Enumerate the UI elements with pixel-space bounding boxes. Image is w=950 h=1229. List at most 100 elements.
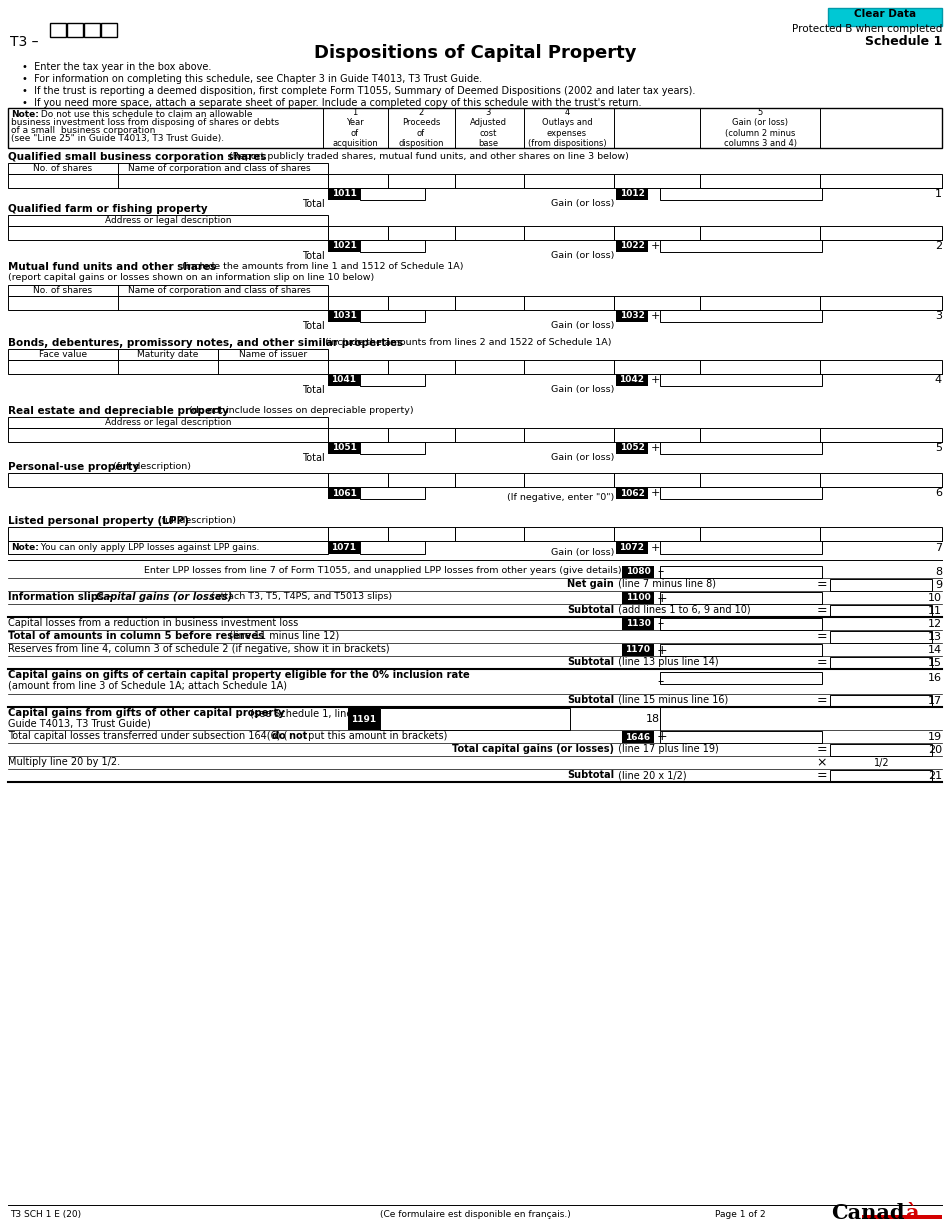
Text: Subtotal: Subtotal (567, 696, 614, 705)
Text: 1051: 1051 (332, 444, 356, 452)
Text: Subtotal: Subtotal (567, 605, 614, 614)
Text: Gain (or loss): Gain (or loss) (551, 548, 614, 557)
Bar (388, 473, 455, 487)
Bar (830, 696, 932, 707)
Text: 9: 9 (935, 580, 942, 590)
Bar (328, 226, 388, 240)
Bar (8, 215, 328, 226)
Text: Schedule 1: Schedule 1 (864, 34, 942, 48)
Bar (8, 349, 118, 360)
Text: 2: 2 (935, 241, 942, 251)
Text: Total: Total (302, 321, 325, 331)
Bar (700, 360, 820, 374)
Text: =: = (817, 630, 827, 644)
Bar (622, 731, 654, 744)
Text: Gain (or loss): Gain (or loss) (551, 251, 614, 261)
Bar (388, 175, 455, 188)
Text: You can only apply LPP losses against LPP gains.: You can only apply LPP losses against LP… (38, 543, 259, 552)
Text: 1
Year
of
acquisition: 1 Year of acquisition (332, 108, 378, 149)
Text: (line 20 x 1/2): (line 20 x 1/2) (615, 771, 687, 780)
Text: Multiply line 20 by 1/2.: Multiply line 20 by 1/2. (8, 757, 120, 767)
Text: ×: × (817, 757, 827, 769)
Text: =: = (817, 656, 827, 670)
Text: Qualified farm or fishing property: Qualified farm or fishing property (8, 204, 208, 214)
Bar (328, 428, 388, 442)
Text: (full description): (full description) (110, 462, 191, 471)
Text: Capital gains (or losses): Capital gains (or losses) (96, 592, 233, 602)
Bar (360, 240, 425, 252)
Text: No. of shares: No. of shares (33, 163, 92, 173)
Bar (328, 240, 360, 252)
Bar (614, 527, 700, 541)
Text: (see Schedule 1, line 16 in: (see Schedule 1, line 16 in (247, 708, 380, 718)
Text: Protected B when completed: Protected B when completed (791, 25, 942, 34)
Text: Do not use this schedule to claim an allowable: Do not use this schedule to claim an all… (38, 111, 253, 119)
Bar (616, 240, 648, 252)
Bar (820, 175, 942, 188)
Text: Address or legal description: Address or legal description (104, 216, 231, 225)
Text: 4: 4 (935, 375, 942, 385)
Text: do not: do not (272, 731, 307, 741)
Bar (524, 428, 614, 442)
Text: 1072: 1072 (619, 543, 644, 552)
Bar (360, 310, 425, 322)
Text: 1011: 1011 (332, 189, 356, 199)
Bar (524, 226, 614, 240)
Text: 1071: 1071 (332, 543, 356, 552)
Text: 11: 11 (928, 606, 942, 616)
Bar (660, 731, 822, 744)
Bar (660, 310, 822, 322)
Text: Total capital gains (or losses): Total capital gains (or losses) (452, 744, 614, 755)
Bar (360, 487, 425, 499)
Text: Face value: Face value (39, 350, 87, 359)
Text: +: + (651, 488, 660, 498)
Text: Real estate and depreciable property: Real estate and depreciable property (8, 406, 229, 415)
Bar (455, 296, 524, 310)
Bar (660, 567, 822, 578)
Bar (660, 541, 822, 554)
Text: 7: 7 (935, 543, 942, 553)
Text: 16: 16 (928, 673, 942, 683)
Bar (8, 541, 328, 554)
Text: –: – (657, 565, 663, 579)
Text: 3: 3 (935, 311, 942, 321)
Bar (616, 487, 648, 499)
Bar (380, 708, 570, 730)
Text: 10: 10 (928, 594, 942, 603)
Text: (report capital gains or losses shown on an information slip on line 10 below): (report capital gains or losses shown on… (8, 273, 374, 281)
Text: 15: 15 (928, 658, 942, 669)
Bar (388, 527, 455, 541)
Bar (614, 226, 700, 240)
Text: (include the amounts from lines 2 and 1522 of Schedule 1A): (include the amounts from lines 2 and 15… (322, 338, 612, 347)
Bar (660, 487, 822, 499)
Text: 1022: 1022 (619, 242, 644, 251)
Bar (455, 473, 524, 487)
Text: 13: 13 (928, 632, 942, 642)
Text: Guide T4013, T3 Trust Guide): Guide T4013, T3 Trust Guide) (8, 719, 151, 729)
Text: 5: 5 (935, 442, 942, 454)
Text: =: = (817, 605, 827, 617)
Text: Gain (or loss): Gain (or loss) (551, 321, 614, 331)
Text: 1191: 1191 (352, 714, 376, 724)
Bar (524, 360, 614, 374)
Text: 1052: 1052 (619, 444, 644, 452)
Text: 1062: 1062 (619, 488, 644, 498)
Bar (660, 618, 822, 630)
Text: 20: 20 (928, 745, 942, 755)
Text: •  Enter the tax year in the box above.: • Enter the tax year in the box above. (22, 61, 211, 73)
Bar (614, 175, 700, 188)
Text: =: = (817, 694, 827, 708)
Text: 1031: 1031 (332, 311, 356, 321)
Text: –: – (657, 676, 663, 688)
Bar (455, 226, 524, 240)
Text: Page 1 of 2: Page 1 of 2 (714, 1211, 766, 1219)
Bar (830, 744, 932, 756)
Bar (830, 605, 932, 617)
Bar (622, 592, 654, 603)
Text: •  If you need more space, attach a separate sheet of paper. Include a completed: • If you need more space, attach a separ… (22, 98, 641, 108)
Bar (455, 527, 524, 541)
Text: (amount from line 3 of Schedule 1A; attach Schedule 1A): (amount from line 3 of Schedule 1A; atta… (8, 681, 287, 691)
Bar (616, 442, 648, 454)
Bar (218, 349, 328, 360)
Text: Total: Total (302, 251, 325, 261)
